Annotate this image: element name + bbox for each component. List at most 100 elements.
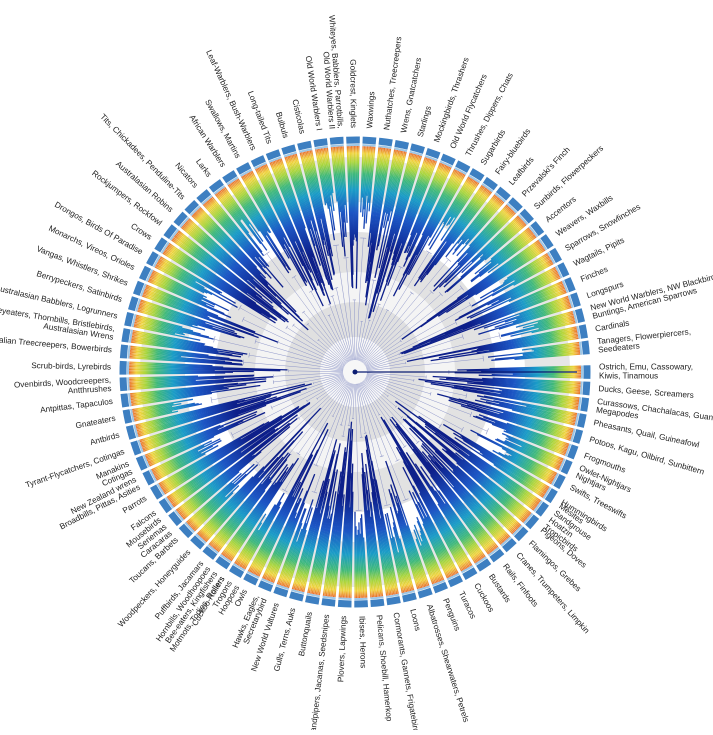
clade-label: Ibises, Herons — [357, 616, 367, 669]
clade-label-text: Pelicans, Shoebill, Hamerkop — [374, 614, 393, 722]
clade-ring-segment — [338, 603, 351, 604]
clade-label-text: Ibises, Herons — [357, 616, 367, 669]
clade-label: Pelicans, Shoebill, Hamerkop — [374, 614, 393, 722]
clade-label-line: Cisticolas — [290, 99, 306, 135]
clade-ring-segment — [570, 446, 575, 459]
clade-label: Waxwings — [365, 91, 376, 129]
clade-label-text: Plovers, Lapwings — [336, 616, 348, 683]
clade-ring-segment — [363, 140, 376, 141]
clade-label-text: Buttonquails — [297, 611, 314, 657]
clade-label-text: Bulbuls — [274, 111, 290, 139]
clade-label-line: Larks — [194, 157, 213, 178]
clade-label-text: Albatrosses, Shearwaters, Petrels — [425, 603, 471, 723]
clade-ring-segment — [306, 599, 319, 602]
clade-label-line: Loons — [408, 608, 422, 632]
clade-ring-segment — [442, 157, 454, 162]
clade-ring-segment — [580, 414, 583, 427]
clade-label-line: Finches — [579, 265, 609, 284]
clade-label-text: Larks — [194, 157, 213, 178]
clade-ring-segment — [585, 341, 586, 354]
clade-label-text: New World Warblers, NW Blackbirds,Buntin… — [589, 271, 713, 321]
clade-label: Larks — [194, 157, 213, 178]
clade-ring-segment — [125, 329, 127, 342]
clade-ring-segment — [123, 377, 124, 391]
clade-label: Ostrich, Emu, Cassowary,Kiwis, Tinamous — [599, 363, 693, 381]
clade-label-line: Antpittas, Tapaculos — [40, 397, 114, 415]
clade-ring-segment — [586, 382, 587, 395]
clade-ring-inner — [331, 145, 344, 146]
clade-ring-segment — [146, 472, 152, 484]
clade-label-line: Albatrosses, Shearwaters, Petrels — [425, 603, 471, 723]
clade-ring-segment — [582, 325, 584, 338]
clade-ring-segment — [142, 267, 148, 279]
clade-label: Nuthatches, Treecreepers — [382, 36, 403, 131]
clade-ring-segment — [322, 602, 335, 604]
clade-ring-segment — [560, 264, 566, 276]
clade-ring-inner — [370, 597, 383, 598]
clade-label: Albatrosses, Shearwaters, Petrels — [425, 603, 471, 723]
clade-label-line: Sandpipers, Jacanas, Seedsnipes — [308, 614, 331, 730]
clade-label-line: Starlings — [416, 105, 433, 138]
clade-ring-segment — [124, 394, 126, 407]
clade-label-text: Przevalski's Finch — [520, 145, 572, 199]
clade-label-text: Antbirds — [89, 431, 120, 448]
root-node — [353, 370, 358, 375]
tip-branch — [353, 146, 354, 240]
clade-label-text: Sandpipers, Jacanas, Seedsnipes — [308, 614, 331, 730]
clade-label-line: Cuckoos — [472, 582, 496, 614]
clade-ring-inner — [128, 377, 129, 390]
clade-label-text: Cardinals — [594, 319, 630, 334]
tip-branch — [129, 373, 225, 374]
clade-label-text: Gnateaters — [75, 414, 116, 431]
clade-ring-segment — [128, 313, 131, 326]
clade-label-text: Antpittas, Tapaculos — [40, 397, 114, 415]
clade-label-line: Kiwis, Tinamous — [599, 371, 658, 380]
clade-ring-segment — [260, 583, 272, 588]
clade-label: Finches — [579, 265, 609, 284]
clade-ring-segment — [330, 140, 343, 141]
clade-ring-segment — [134, 442, 138, 455]
clade-label: Loons — [408, 608, 422, 632]
clade-ring-segment — [298, 144, 311, 147]
clade-label-text: Ovenbirds, Woodcreepers,Antthrushes — [14, 376, 112, 399]
clade-ring-segment — [314, 142, 327, 144]
clade-label-line: Cardinals — [594, 319, 630, 334]
clade-ring-segment — [411, 147, 424, 151]
clade-label-text: Waxwings — [365, 91, 376, 129]
clade-ring-segment — [379, 141, 392, 143]
clade-ring-segment — [567, 279, 572, 292]
clade-ring-segment — [282, 148, 295, 152]
clade-ring-inner — [362, 145, 375, 146]
clade-label: Przevalski's Finch — [520, 145, 572, 199]
clade-label: Sandpipers, Jacanas, Seedsnipes — [308, 614, 331, 730]
clade-label-text: Loons — [408, 608, 422, 632]
clade-label-line: Goldcrest, Kinglets — [348, 59, 358, 128]
clade-ring-segment — [252, 158, 264, 164]
clade-ring-segment — [139, 457, 144, 469]
clade-label-line: Nuthatches, Treecreepers — [382, 36, 403, 131]
clade-label-line: Waxwings — [365, 91, 376, 129]
clade-label: Cisticolas — [290, 99, 306, 135]
clade-label-line: Buttonquails — [297, 611, 314, 657]
clade-label-text: Ostrich, Emu, Cassowary,Kiwis, Tinamous — [599, 363, 693, 381]
clade-label: Plovers, Lapwings — [336, 616, 348, 683]
clade-label: Antpittas, Tapaculos — [40, 397, 114, 415]
clade-ring-segment — [584, 398, 586, 411]
clade-label-text: Ducks, Geese, Screamers — [598, 384, 694, 400]
clade-label-text: Whiteyes, Babblers, Parrotbills,Old Worl… — [318, 15, 344, 130]
clade-label-text: Finches — [579, 265, 609, 284]
clade-label: Cardinals — [594, 319, 630, 334]
clade-label-text: Nuthatches, Treecreepers — [382, 36, 403, 131]
clade-ring-segment — [576, 430, 580, 443]
clade-label-text: Starlings — [416, 105, 433, 138]
clade-label-text: Goldcrest, Kinglets — [348, 59, 358, 128]
clade-ring-inner — [580, 342, 581, 355]
tip-branch — [455, 373, 581, 374]
clade-ring-segment — [395, 144, 408, 147]
clade-label-line: Crows — [129, 222, 153, 242]
clade-label-line: Antbirds — [89, 431, 120, 448]
clade-label: New World Warblers, NW Blackbirds,Buntin… — [589, 271, 713, 321]
clade-label: Turacos — [457, 590, 478, 620]
clade-label-text: Penguins — [441, 597, 462, 632]
